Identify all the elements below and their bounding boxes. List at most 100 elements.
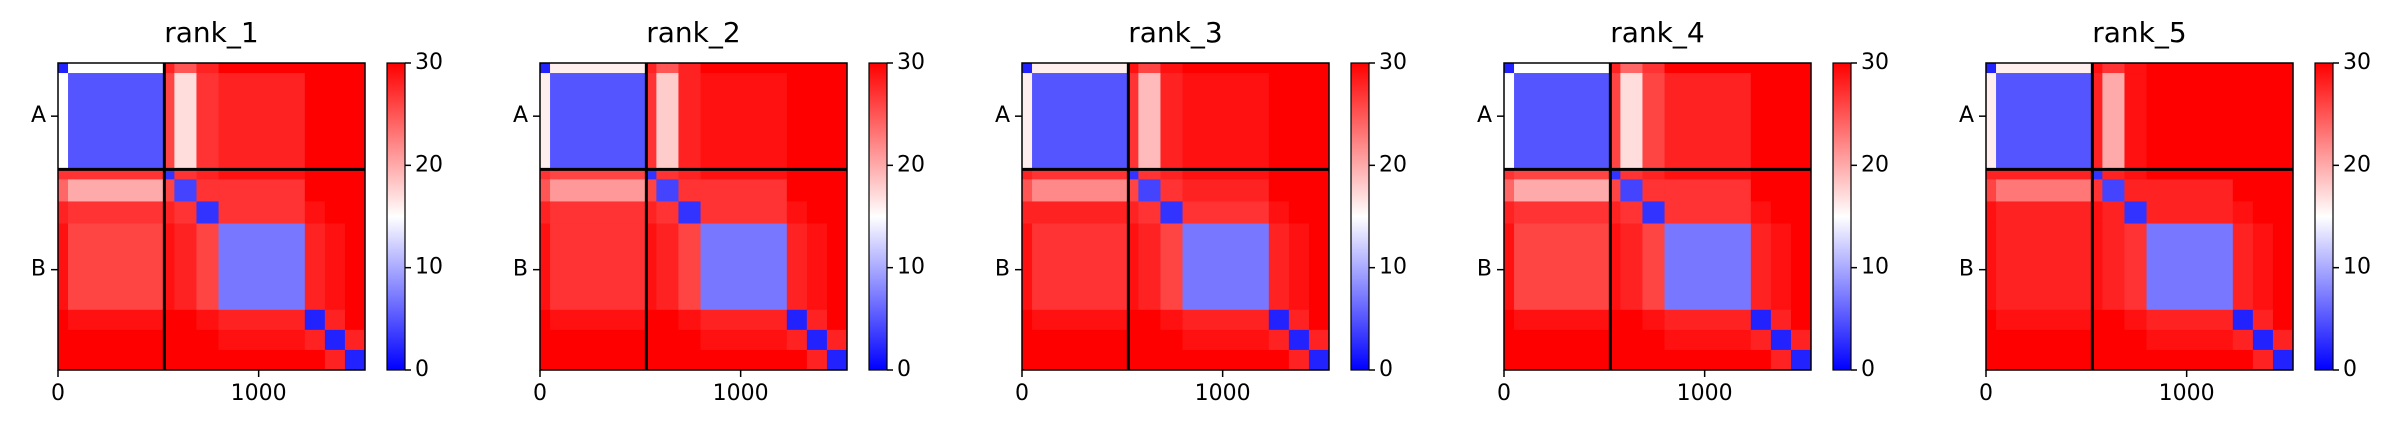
x-tick-label: 1000 <box>713 381 769 406</box>
colorbar <box>868 62 888 371</box>
heatmap-cell <box>2146 223 2234 311</box>
heatmap-cell <box>2124 329 2148 351</box>
chart-title: rank_2 <box>646 16 740 49</box>
heatmap-cell <box>540 179 551 202</box>
heatmap <box>1022 63 1330 371</box>
heatmap-cell <box>1504 179 1515 202</box>
heatmap-cell <box>2232 349 2254 371</box>
heatmap-cell <box>218 63 306 74</box>
heatmap-cell <box>656 309 679 331</box>
colorbar-tick-label: 10 <box>897 255 925 280</box>
heatmap-cell <box>1032 223 1129 311</box>
heatmap-cell <box>1996 349 2093 371</box>
heatmap-cell <box>1610 223 1621 311</box>
heatmap-cell <box>68 223 165 311</box>
heatmap-cell <box>2102 329 2125 351</box>
heatmap-cell <box>1514 201 1611 225</box>
heatmap-cell <box>68 179 165 202</box>
heatmap-cell <box>826 179 848 202</box>
heatmap-cell <box>1032 201 1129 225</box>
heatmap-cell <box>1790 201 1812 225</box>
heatmap-cell <box>806 73 828 170</box>
heatmap-cell <box>1128 309 1139 331</box>
heatmap-cell <box>550 309 647 331</box>
heatmap-cell <box>1996 179 2093 202</box>
heatmap-cell <box>1268 309 1290 331</box>
heatmap-cell <box>1664 349 1752 371</box>
heatmap-cell <box>68 201 165 225</box>
heatmap-cell <box>2232 201 2254 225</box>
heatmap-cell <box>1308 179 1330 202</box>
heatmap-cell <box>1268 201 1290 225</box>
chart-title: rank_4 <box>1610 16 1704 49</box>
heatmap-cell <box>1642 63 1666 74</box>
heatmap-cell <box>1996 223 2093 311</box>
heatmap-cell <box>1642 223 1666 311</box>
heatmap-cell <box>1986 201 1997 225</box>
heatmap-cell <box>2252 169 2274 180</box>
heatmap-cell <box>68 329 165 351</box>
heatmap-cell <box>58 179 69 202</box>
heatmap-cell <box>1128 201 1139 225</box>
heatmap-cell <box>1514 309 1611 331</box>
heatmap-cell <box>656 349 679 371</box>
heatmap-cell <box>1308 201 1330 225</box>
heatmap-cell <box>1182 73 1270 170</box>
heatmap-cell <box>806 201 828 225</box>
heatmap-cell <box>1790 309 1812 331</box>
heatmap-cell <box>700 63 788 74</box>
heatmap-cell <box>1986 349 1997 371</box>
heatmap-cell <box>68 349 165 371</box>
colorbar-tick-label: 10 <box>2343 255 2371 280</box>
heatmap-cell <box>806 329 828 351</box>
heatmap-cell <box>1138 169 1161 180</box>
heatmap-cell <box>2272 329 2294 351</box>
heatmap-cell <box>1160 329 1184 351</box>
plot-frame <box>1021 62 1330 371</box>
heatmap-cell <box>1664 73 1752 170</box>
heatmap-cell <box>786 329 808 351</box>
heatmap-cell <box>1138 63 1161 74</box>
heatmap-cell <box>2146 179 2234 202</box>
heatmap-cell <box>550 73 647 170</box>
heatmap-cell <box>344 179 366 202</box>
heatmap-cell <box>324 63 346 74</box>
heatmap-cell <box>1504 169 1515 180</box>
heatmap-cell <box>2272 63 2294 74</box>
heatmap-cell <box>304 309 326 331</box>
heatmap-cell <box>806 223 828 311</box>
x-tick-label: 1000 <box>1195 381 1251 406</box>
heatmap-cell <box>1182 223 1270 311</box>
heatmap-cell <box>1032 309 1129 331</box>
heatmap-cell <box>1986 63 1997 74</box>
colorbar-tick-label: 20 <box>2343 152 2371 177</box>
heatmap-cell <box>1288 223 1310 311</box>
y-tick-label: A <box>995 103 1010 128</box>
heatmap-cell <box>1642 309 1666 331</box>
heatmap-cell <box>164 309 175 331</box>
heatmap-cell <box>1790 223 1812 311</box>
heatmap-cell <box>1514 63 1611 74</box>
heatmap-cell <box>656 179 679 202</box>
heatmap-cell <box>826 329 848 351</box>
heatmap-cell <box>646 309 657 331</box>
heatmap-cell <box>826 201 848 225</box>
heatmap-cell <box>2124 73 2148 170</box>
heatmap-cell <box>678 223 702 311</box>
heatmap-cell <box>304 73 326 170</box>
heatmap-cell <box>1750 329 1772 351</box>
heatmap-cell <box>344 201 366 225</box>
heatmap-cell <box>806 349 828 371</box>
heatmap-cell <box>1664 179 1752 202</box>
heatmap-cell <box>2146 63 2234 74</box>
colorbar-tick-label: 20 <box>1861 152 1889 177</box>
x-tick-label: 0 <box>51 381 65 406</box>
heatmap-cell <box>1288 201 1310 225</box>
heatmap-cell <box>1610 169 1621 180</box>
heatmap-cell <box>1268 179 1290 202</box>
heatmap-cell <box>2272 349 2294 371</box>
heatmap-cell <box>2232 179 2254 202</box>
heatmap-cell <box>2232 309 2254 331</box>
heatmap-cell <box>540 63 551 74</box>
heatmap-cell <box>1288 169 1310 180</box>
